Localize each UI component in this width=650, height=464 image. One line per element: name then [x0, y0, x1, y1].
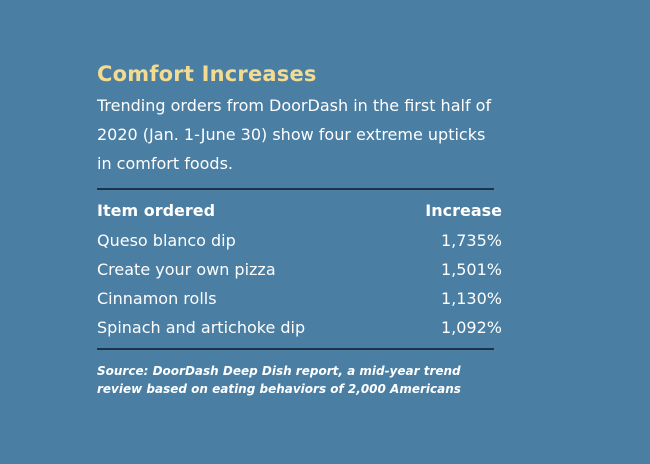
table-header-row: Item ordered Increase: [97, 196, 502, 226]
column-header-increase: Increase: [425, 201, 502, 220]
increase-cell: 1,735%: [440, 231, 502, 250]
item-cell: Cinnamon rolls: [97, 289, 217, 308]
comfort-food-table: Item ordered Increase Queso blanco dip 1…: [97, 196, 502, 342]
table-row: Create your own pizza 1,501%: [97, 255, 502, 284]
item-cell: Create your own pizza: [97, 260, 276, 279]
source-note: Source: DoorDash Deep Dish report, a mid…: [97, 364, 461, 396]
item-cell: Queso blanco dip: [97, 231, 236, 250]
table-row: Cinnamon rolls 1,130%: [97, 284, 502, 313]
infobox-title: Comfort Increases: [97, 62, 317, 86]
increase-cell: 1,130%: [440, 289, 502, 308]
column-header-item: Item ordered: [97, 201, 216, 220]
increase-cell: 1,092%: [440, 318, 502, 337]
bottom-divider: [97, 348, 494, 350]
item-cell: Spinach and artichoke dip: [97, 318, 306, 337]
table-row: Spinach and artichoke dip 1,092%: [97, 313, 502, 342]
infobox: Comfort Increases Trending orders from D…: [97, 60, 505, 398]
top-divider: [97, 188, 494, 190]
increase-cell: 1,501%: [440, 260, 502, 279]
table-row: Queso blanco dip 1,735%: [97, 226, 502, 255]
infobox-intro: Trending orders from DoorDash in the fir…: [97, 96, 492, 173]
